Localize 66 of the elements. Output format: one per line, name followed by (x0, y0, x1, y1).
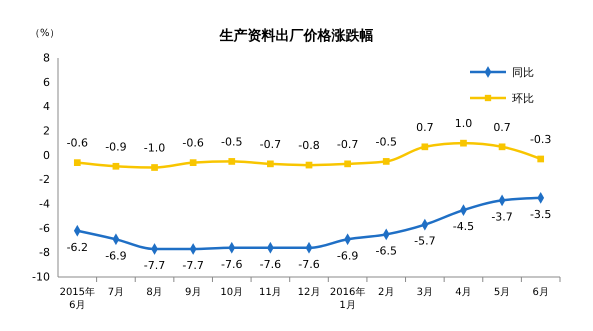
data-label: -0.5 (375, 135, 397, 148)
point (421, 143, 428, 150)
x-tick-label: 8月 (146, 287, 163, 298)
point (537, 156, 544, 162)
point (267, 160, 274, 168)
y-tick-label: 4 (43, 100, 50, 114)
x-tick-label: 12月 (298, 287, 320, 298)
x-tick-label: 2015年 6月 (60, 286, 96, 311)
data-label: -1.0 (144, 142, 166, 154)
x-tick-label: 2016年 1月 (330, 286, 366, 311)
x-tick-label: 9月 (184, 287, 202, 298)
legend-label: 环比 (512, 92, 534, 105)
x-tick-label: 3月 (416, 287, 434, 298)
x-tick-label: 10月 (220, 287, 244, 298)
data-label: -0.8 (298, 139, 320, 152)
y-tick-label: -4 (39, 198, 50, 211)
x-tick-label: 6月 (532, 287, 549, 298)
data-label: -7.7 (144, 259, 166, 272)
data-label: -0.6 (66, 136, 88, 150)
y-tick-label: -2 (39, 173, 50, 186)
x-tick-label: 5月 (494, 287, 510, 298)
x-tick-label: 4月 (455, 287, 472, 298)
data-label: -0.6 (182, 136, 204, 150)
data-label: -6.2 (66, 240, 88, 254)
data-label: -5.7 (414, 234, 436, 248)
point (112, 162, 120, 170)
point (498, 143, 506, 150)
point (190, 159, 197, 166)
data-label: -7.6 (298, 258, 320, 271)
data-label: -6.5 (375, 244, 397, 258)
data-label: -4.5 (452, 220, 474, 234)
point (228, 158, 236, 165)
data-label: -6.9 (105, 249, 127, 262)
data-label: -6.9 (336, 249, 358, 262)
data-label: -7.6 (221, 258, 243, 271)
y-tick-label: -10 (32, 270, 50, 284)
data-label: -3.7 (491, 210, 513, 224)
data-label: 1.0 (454, 117, 472, 130)
x-tick-label: 2月 (378, 287, 394, 298)
point (344, 160, 351, 168)
legend-label: 同比 (512, 66, 534, 79)
data-label: 0.7 (416, 120, 434, 134)
data-label: -7.6 (260, 258, 282, 271)
data-label: -0.5 (221, 135, 243, 148)
data-label: -7.7 (182, 259, 204, 272)
chart-title: 生产资料出厂价格涨跌幅 (218, 27, 374, 44)
y-tick-label: 8 (43, 52, 50, 65)
data-label: 0.7 (493, 120, 511, 134)
point (306, 162, 312, 168)
point (151, 164, 158, 171)
data-label: -0.9 (105, 140, 127, 154)
data-label: -0.7 (336, 138, 358, 151)
point (382, 158, 390, 165)
data-label: -3.5 (530, 208, 552, 221)
point (74, 159, 81, 166)
y-tick-label: -8 (39, 246, 50, 260)
data-label: -0.7 (260, 138, 282, 151)
x-tick-label: 7月 (108, 287, 124, 298)
y-tick-label: 6 (43, 76, 50, 89)
y-tick-label: 0 (43, 148, 50, 162)
y-tick-label: -6 (39, 222, 50, 235)
y-tick-label: 2 (43, 124, 50, 138)
x-tick-label: 11月 (259, 287, 282, 298)
point (460, 140, 467, 147)
data-label: -0.3 (530, 132, 552, 146)
y-axis-title: （%） (30, 28, 60, 39)
